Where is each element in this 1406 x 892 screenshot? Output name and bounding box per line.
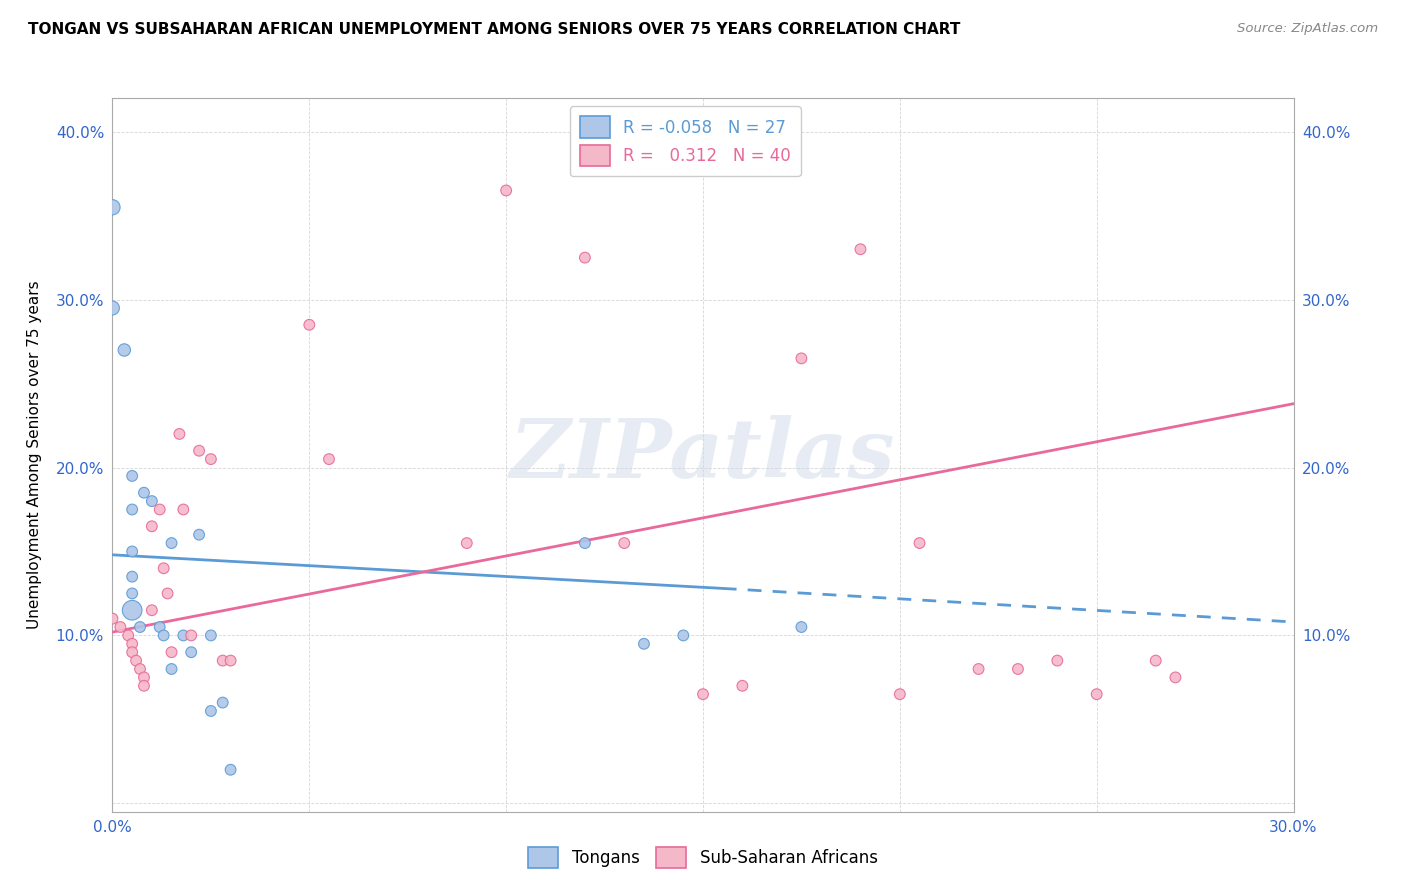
Point: [121, 586, 143, 600]
Point: [152, 628, 174, 642]
Point: [152, 561, 174, 575]
Point: [889, 687, 911, 701]
Point: [125, 654, 148, 668]
Point: [633, 637, 655, 651]
Point: [101, 612, 124, 626]
Point: [129, 620, 152, 634]
Point: [156, 586, 179, 600]
Point: [200, 704, 222, 718]
Point: [219, 763, 242, 777]
Point: [574, 536, 596, 550]
Point: [117, 628, 139, 642]
Point: [149, 620, 172, 634]
Point: [318, 452, 340, 467]
Point: [613, 536, 636, 550]
Point: [188, 527, 211, 541]
Point: [141, 519, 163, 533]
Point: [160, 645, 183, 659]
Point: [101, 301, 124, 315]
Point: [211, 654, 233, 668]
Point: [149, 502, 172, 516]
Point: [574, 251, 596, 265]
Point: [731, 679, 754, 693]
Point: [121, 645, 143, 659]
Text: Source: ZipAtlas.com: Source: ZipAtlas.com: [1237, 22, 1378, 36]
Text: ZIPatlas: ZIPatlas: [510, 415, 896, 495]
Legend: Tongans, Sub-Saharan Africans: Tongans, Sub-Saharan Africans: [522, 840, 884, 875]
Point: [1144, 654, 1167, 668]
Point: [692, 687, 714, 701]
Point: [200, 452, 222, 467]
Point: [101, 200, 124, 214]
Point: [211, 696, 233, 710]
Point: [790, 351, 813, 366]
Point: [298, 318, 321, 332]
Point: [121, 637, 143, 651]
Point: [495, 184, 517, 198]
Point: [172, 502, 194, 516]
Point: [129, 662, 152, 676]
Point: [169, 426, 191, 441]
Point: [1007, 662, 1029, 676]
Point: [188, 443, 211, 458]
Point: [456, 536, 478, 550]
Text: TONGAN VS SUBSAHARAN AFRICAN UNEMPLOYMENT AMONG SENIORS OVER 75 YEARS CORRELATIO: TONGAN VS SUBSAHARAN AFRICAN UNEMPLOYMEN…: [28, 22, 960, 37]
Point: [1046, 654, 1069, 668]
Point: [141, 494, 163, 508]
Point: [132, 485, 155, 500]
Point: [132, 670, 155, 684]
Point: [180, 645, 202, 659]
Point: [180, 628, 202, 642]
Point: [112, 343, 135, 357]
Point: [790, 620, 813, 634]
Point: [160, 536, 183, 550]
Point: [141, 603, 163, 617]
Point: [1085, 687, 1108, 701]
Point: [121, 603, 143, 617]
Point: [908, 536, 931, 550]
Y-axis label: Unemployment Among Seniors over 75 years: Unemployment Among Seniors over 75 years: [27, 281, 42, 629]
Point: [121, 544, 143, 558]
Point: [219, 654, 242, 668]
Point: [1164, 670, 1187, 684]
Point: [121, 569, 143, 583]
Point: [121, 502, 143, 516]
Point: [172, 628, 194, 642]
Point: [967, 662, 990, 676]
Point: [849, 242, 872, 256]
Point: [110, 620, 132, 634]
Point: [672, 628, 695, 642]
Point: [160, 662, 183, 676]
Point: [121, 469, 143, 483]
Point: [132, 679, 155, 693]
Point: [200, 628, 222, 642]
